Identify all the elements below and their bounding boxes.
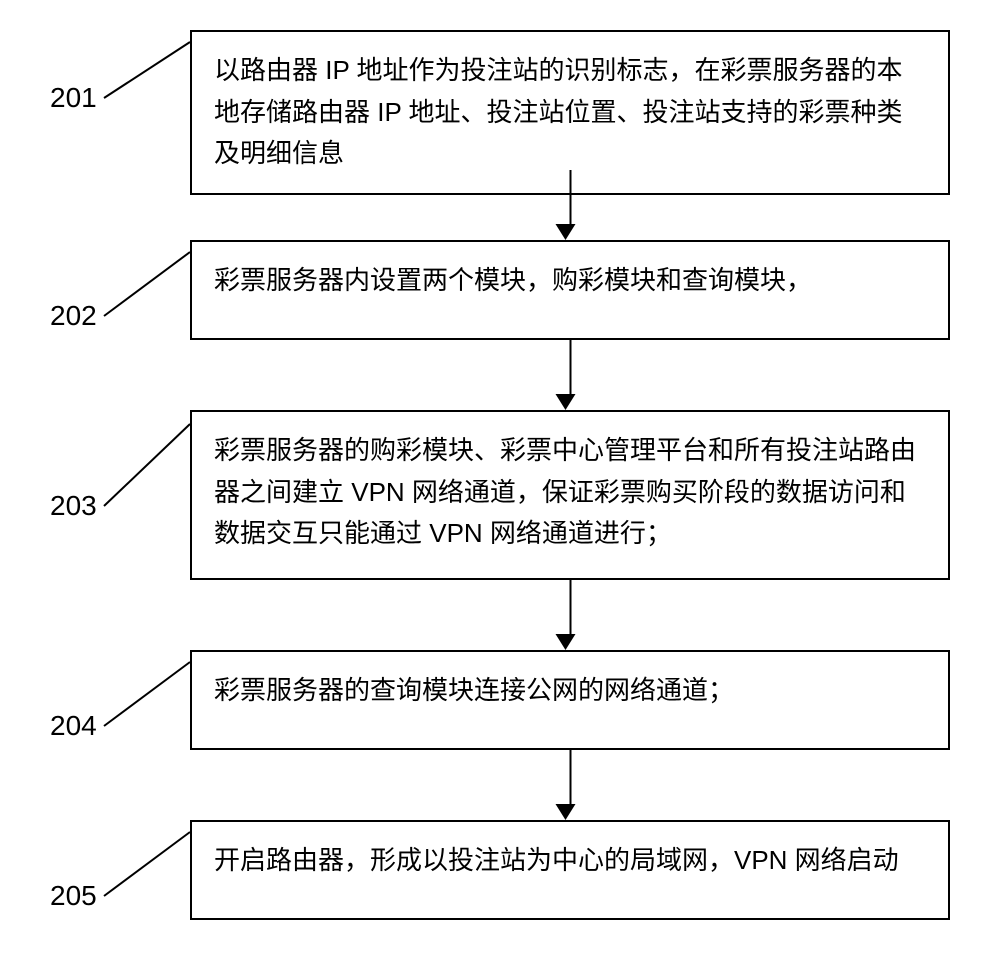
connector-line <box>104 662 190 726</box>
arrow-down-icon <box>565 340 576 410</box>
arrow-line <box>569 580 571 634</box>
connector-line <box>104 424 190 506</box>
step-box: 彩票服务器的查询模块连接公网的网络通道； <box>190 650 950 750</box>
step-label: 205 <box>50 880 97 912</box>
arrow-line <box>569 750 571 804</box>
arrow-line <box>569 340 571 394</box>
step-label: 202 <box>50 300 97 332</box>
connector-line <box>104 42 190 98</box>
arrow-down-icon <box>565 750 576 820</box>
connector-line <box>104 252 190 316</box>
step-label: 204 <box>50 710 97 742</box>
step-label: 201 <box>50 82 97 114</box>
step-box: 开启路由器，形成以投注站为中心的局域网，VPN 网络启动 <box>190 820 950 920</box>
step-label: 203 <box>50 490 97 522</box>
arrow-line <box>569 170 571 224</box>
arrow-head-icon <box>556 804 576 820</box>
arrow-down-icon <box>565 580 576 650</box>
arrow-head-icon <box>556 224 576 240</box>
arrow-head-icon <box>556 634 576 650</box>
step-box: 彩票服务器内设置两个模块，购彩模块和查询模块， <box>190 240 950 340</box>
connector-line <box>104 832 190 896</box>
arrow-down-icon <box>565 170 576 240</box>
step-box: 彩票服务器的购彩模块、彩票中心管理平台和所有投注站路由器之间建立 VPN 网络通… <box>190 410 950 580</box>
arrow-head-icon <box>556 394 576 410</box>
